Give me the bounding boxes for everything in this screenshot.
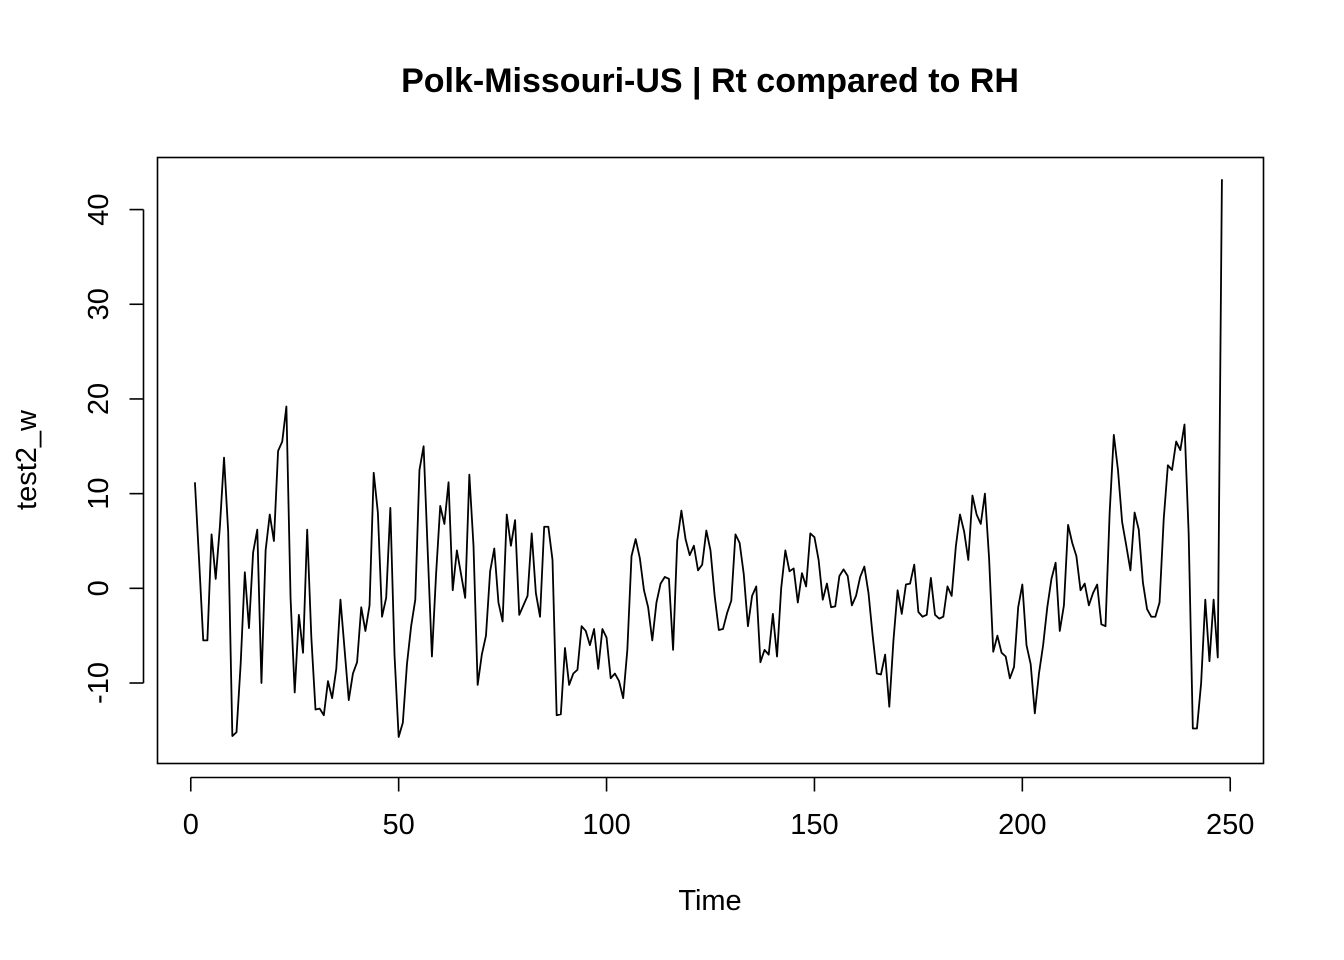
y-tick-label: -10 bbox=[83, 662, 115, 704]
x-tick-label: 100 bbox=[582, 809, 630, 841]
y-tick-label: 30 bbox=[83, 288, 115, 320]
y-axis-label: test2_w bbox=[11, 409, 43, 510]
x-tick-label: 150 bbox=[790, 809, 838, 841]
x-tick-label: 200 bbox=[998, 809, 1046, 841]
plot-frame bbox=[156, 156, 1265, 765]
y-axis: -10 0 10 20 30 40 bbox=[83, 193, 145, 704]
series-line-0 bbox=[194, 179, 1223, 738]
x-axis-label: Time bbox=[678, 885, 741, 917]
x-tick-label: 250 bbox=[1206, 809, 1254, 841]
x-axis: 0 50 100 150 200 250 bbox=[183, 776, 1254, 841]
y-tick-label: 0 bbox=[83, 580, 115, 596]
y-tick-label: 40 bbox=[83, 193, 115, 225]
y-tick-label: 20 bbox=[83, 383, 115, 415]
x-tick-label: 0 bbox=[183, 809, 199, 841]
series-group bbox=[194, 179, 1223, 738]
x-tick-label: 50 bbox=[383, 809, 415, 841]
y-tick-label: 10 bbox=[83, 478, 115, 510]
chart-title: Polk-Missouri-US | Rt compared to RH bbox=[401, 62, 1019, 100]
